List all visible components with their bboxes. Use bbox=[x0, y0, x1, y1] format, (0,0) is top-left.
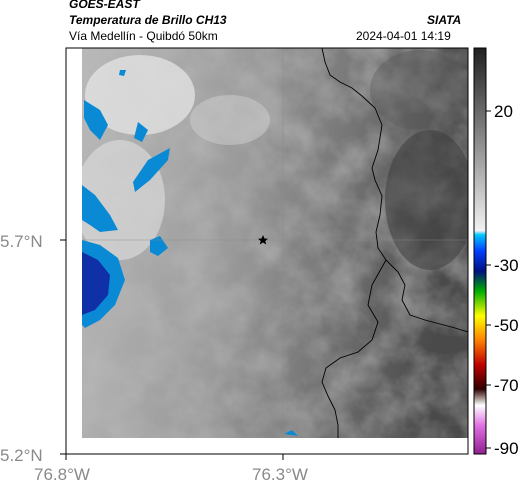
graticule bbox=[82, 48, 468, 438]
colorbar bbox=[473, 47, 491, 455]
cold-cloud-regions bbox=[82, 70, 298, 436]
lon-label: 76.8°W bbox=[34, 465, 90, 484]
product-subtitle: Temperatura de Brillo CH13 bbox=[69, 13, 227, 27]
datetime-label: 2024-04-01 14:19 bbox=[356, 29, 451, 43]
lat-label: 5.7°N bbox=[0, 232, 43, 251]
colorbar-label: -50 bbox=[494, 316, 519, 335]
product-title: GOES-EAST bbox=[69, 0, 140, 11]
brightness-temperature-field bbox=[82, 48, 468, 438]
administrative-border bbox=[321, 48, 468, 438]
colorbar-label: -30 bbox=[494, 256, 519, 275]
axis-ticks bbox=[60, 239, 284, 460]
colorbar-label: -90 bbox=[494, 439, 519, 458]
agency-label: SIATA bbox=[427, 13, 462, 27]
colorbar-label: 20 bbox=[494, 102, 513, 121]
lon-label: 76.3°W bbox=[252, 465, 308, 484]
lat-label: 5.2°N bbox=[0, 446, 43, 465]
star-icon bbox=[258, 235, 268, 245]
route-label: Vía Medellín - Quibdó 50km bbox=[69, 29, 218, 43]
colorbar-label: -70 bbox=[494, 376, 519, 395]
map-border bbox=[65, 47, 469, 455]
